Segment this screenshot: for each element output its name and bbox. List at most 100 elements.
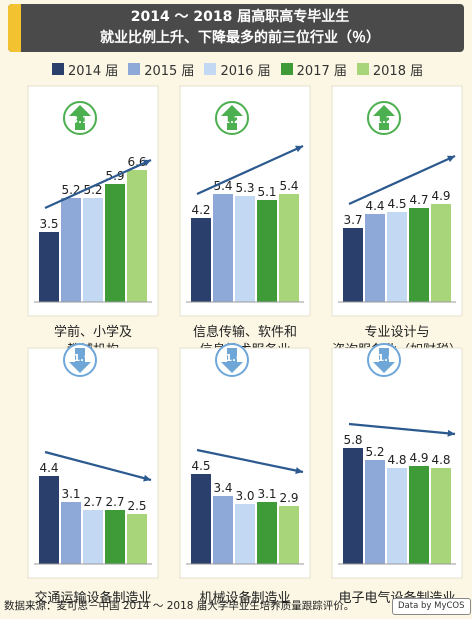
- data-label: 5.4: [279, 179, 298, 193]
- category-label: 学前、小学及: [54, 324, 132, 340]
- legend-label: 2017 届: [296, 63, 347, 79]
- legend-label: 2015 届: [144, 63, 195, 79]
- category-label: 专业设计与: [364, 325, 429, 340]
- bar: [431, 204, 451, 302]
- source-note: 数据来源：麦可思－中国 2014 ～ 2018 届大学毕业生培养质量跟踪评价。: [4, 600, 355, 612]
- legend-label: 2014 届: [68, 63, 119, 79]
- legend-item: 2015 届: [128, 60, 195, 79]
- bar: [365, 214, 385, 302]
- arrow-up-shape: [221, 105, 243, 130]
- data-label: 5.3: [235, 181, 254, 195]
- trend-arrowhead: [143, 474, 151, 482]
- chart-title: 2014 ～ 2018 届高职高专毕业生: [130, 9, 350, 25]
- category-label: 信息传输、软件和: [193, 324, 297, 340]
- bar: [431, 468, 451, 564]
- bar: [83, 510, 103, 564]
- legend-label: 2018 届: [372, 63, 424, 79]
- data-label: 3.1: [257, 487, 276, 501]
- trend-line: [196, 144, 304, 196]
- title-bar: 2014 ～ 2018 届高职高专毕业生 就业比例上升、下降最多的前三位行业（％…: [8, 4, 464, 52]
- bar: [257, 502, 277, 564]
- arrow-down-shape: [373, 348, 395, 373]
- trend-line: [196, 448, 304, 474]
- legend-item: 2018 届: [356, 60, 424, 79]
- bar: [61, 502, 81, 564]
- bar: [191, 218, 211, 302]
- trend-arrowhead: [447, 155, 455, 163]
- trend-arrowhead: [143, 159, 151, 167]
- bar: [343, 448, 363, 564]
- legend-swatch: [356, 63, 369, 75]
- change-value: -1.6: [221, 353, 243, 364]
- arrow-down-shape: [221, 348, 243, 373]
- trend-line: [44, 158, 152, 210]
- bar: [409, 466, 429, 564]
- data-label: 5.4: [213, 179, 232, 193]
- bar: [105, 184, 125, 302]
- change-value: -1.0: [373, 353, 395, 364]
- trend-arrowhead: [295, 145, 303, 153]
- bar: [213, 496, 233, 564]
- data-label: 5.1: [257, 185, 276, 199]
- data-label: 3.1: [61, 487, 80, 501]
- change-value: 3.1: [71, 115, 89, 126]
- legend-swatch: [204, 63, 217, 75]
- data-label: 3.5: [39, 217, 58, 231]
- category-label: 交通运输设备制造业: [34, 590, 151, 606]
- legend-item: 2016 届: [204, 60, 271, 79]
- data-label: 4.8: [431, 453, 450, 467]
- data-label: 4.8: [387, 453, 406, 467]
- bar: [279, 506, 299, 564]
- bar: [191, 474, 211, 564]
- change-value: -1.9: [69, 353, 91, 364]
- data-label: 4.4: [365, 199, 384, 213]
- title-accent: [8, 4, 21, 52]
- legend-label: 2016 届: [220, 63, 271, 79]
- bar: [387, 212, 407, 302]
- bar: [127, 514, 147, 564]
- data-label: 2.5: [127, 499, 146, 513]
- trend-line: [348, 422, 456, 436]
- arrow-up-shape: [373, 105, 395, 130]
- bar: [39, 476, 59, 564]
- data-label: 5.2: [83, 183, 102, 197]
- legend-swatch: [128, 63, 141, 75]
- bar: [105, 510, 125, 564]
- legend-swatch: [52, 63, 64, 75]
- bar: [213, 194, 233, 302]
- trend-line: [44, 450, 152, 482]
- data-label: 4.2: [191, 203, 210, 217]
- data-label: 4.5: [387, 197, 406, 211]
- change-value: 1.2: [375, 115, 393, 126]
- data-label: 2.7: [105, 495, 124, 509]
- arrow-down-shape: [69, 348, 91, 373]
- legend-swatch: [280, 63, 293, 75]
- data-label: 2.7: [83, 495, 102, 509]
- trend-arrowhead: [295, 467, 303, 474]
- data-label: 3.0: [235, 489, 254, 503]
- bar: [343, 228, 363, 302]
- data-label: 4.9: [431, 189, 450, 203]
- bar: [83, 198, 103, 302]
- bar: [409, 208, 429, 302]
- change-value: 1.2: [223, 115, 241, 126]
- arrow-up-shape: [69, 105, 91, 130]
- brand-badge: Data by MyCOS: [392, 598, 471, 615]
- legend-item: 2017 届: [280, 60, 347, 79]
- data-label: 4.4: [39, 461, 58, 475]
- data-label: 5.2: [365, 445, 384, 459]
- bar: [39, 232, 59, 302]
- bar: [279, 194, 299, 302]
- legend-item: 2014 届: [52, 60, 119, 79]
- bar: [61, 198, 81, 302]
- bar: [235, 504, 255, 564]
- bar: [365, 460, 385, 564]
- trend-arrowhead: [447, 429, 455, 437]
- bar: [235, 196, 255, 302]
- data-label: 4.9: [409, 451, 428, 465]
- data-label: 4.7: [409, 193, 428, 207]
- trend-line: [348, 154, 456, 206]
- data-label: 3.7: [343, 213, 362, 227]
